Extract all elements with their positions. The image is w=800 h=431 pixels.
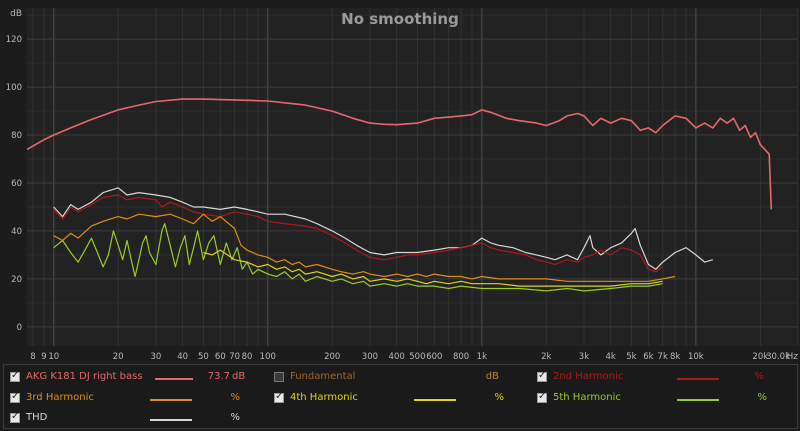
x-tick-label: 800 [453,352,469,362]
x-tick-label: 7k [658,352,668,362]
legend-checkbox-thd[interactable] [10,411,20,423]
legend-swatch-4th-harmonic [414,399,456,401]
y-tick-label: 0 [17,323,22,333]
y-tick-label: 40 [11,227,22,237]
legend-checkbox-4th-harmonic[interactable] [274,391,284,403]
series-layer [26,98,773,292]
legend-swatch-measurement [155,378,193,380]
x-tick-label: 40 [177,352,188,362]
legend-item-2nd-harmonic[interactable]: 2nd Harmonic % [537,369,772,387]
x-tick-label: 1k [477,352,487,362]
y-tick-label: 60 [11,179,22,189]
plot-background [27,8,798,346]
x-tick-label: 4k [606,352,616,362]
legend-checkbox-3rd-harmonic[interactable] [10,391,20,403]
series-line-akg-k181-dj-right-bass [26,98,773,210]
legend-item-thd[interactable]: THD % [10,410,245,428]
x-tick-label: 5k [626,352,636,362]
x-tick-label: 30 [150,352,161,362]
major-grid [27,8,798,346]
x-tick-label: 80 [242,352,253,362]
legend-label-5th-harmonic: 5th Harmonic [553,392,621,403]
y-tick-label: 80 [11,131,22,141]
x-tick-label: 600 [426,352,442,362]
legend-item-measurement[interactable]: AKG K181 DJ right bass 73.7 dB [10,369,245,387]
x-tick-label: 8 [30,352,35,362]
legend-unit-5th-harmonic: % [757,392,767,403]
x-unit-label: Hz [787,352,799,362]
legend-checkbox-5th-harmonic[interactable] [537,391,547,403]
series-line-3rd-harmonic [53,213,676,282]
minor-grid [27,8,799,346]
y-tick-label: 100 [6,83,22,93]
legend-unit-thd: % [230,412,240,423]
legend-unit-measurement: dB [232,371,246,382]
x-tick-label: 3k [579,352,589,362]
x-tick-label: 9 [41,352,46,362]
x-tick-label: 20k [752,352,768,362]
legend-label-3rd-harmonic: 3rd Harmonic [26,392,94,403]
x-tick-label: 2k [541,352,551,362]
y-tick-label: 120 [6,35,22,45]
legend-label-thd: THD [26,412,48,423]
y-tick-label: 20 [11,275,22,285]
legend-item-4th-harmonic[interactable]: 4th Harmonic % [274,390,504,408]
legend-item-5th-harmonic[interactable]: 5th Harmonic % [537,390,772,408]
legend-swatch-3rd-harmonic [150,399,192,401]
x-tick-label: 30.0k [766,352,790,362]
legend-item-fundamental[interactable]: Fundamental dB [274,369,504,387]
legend-label-4th-harmonic: 4th Harmonic [290,392,358,403]
legend-unit-2nd-harmonic: % [754,371,764,382]
x-tick-label: 10k [688,352,704,362]
legend-label-2nd-harmonic: 2nd Harmonic [553,371,624,382]
series-line-thd [53,187,713,270]
x-tick-label: 70 [229,352,240,362]
x-tick-label: 200 [324,352,340,362]
legend-checkbox-fundamental[interactable] [274,372,284,382]
y-unit-label: dB [10,9,22,19]
legend-swatch-thd [150,419,192,421]
y-tick-labels: 0 20 40 60 80 100 120 [6,35,22,333]
legend-label-fundamental: Fundamental [290,371,356,382]
x-tick-label: 60 [215,352,226,362]
legend-swatch-5th-harmonic [677,399,719,401]
x-tick-label: 300 [362,352,378,362]
x-tick-label: 20 [113,352,124,362]
x-tick-label: 10 [48,352,59,362]
legend-swatch-2nd-harmonic [677,378,719,380]
legend-unit-4th-harmonic: % [494,392,504,403]
legend-unit-3rd-harmonic: % [230,392,240,403]
series-line-4th-harmonic [203,249,663,287]
x-tick-label: 8k [670,352,680,362]
legend-item-3rd-harmonic[interactable]: 3rd Harmonic % [10,390,245,408]
x-tick-label: 500 [409,352,425,362]
series-line-5th-harmonic [53,223,663,292]
chart-title: No smoothing [341,10,459,28]
legend-checkbox-measurement[interactable] [10,370,20,382]
x-tick-label: 50 [198,352,209,362]
legend-value-measurement: 73.7 [207,371,230,382]
legend-unit-fundamental: dB [485,371,499,382]
x-tick-label: 6k [643,352,653,362]
series-line-2nd-harmonic [53,194,664,273]
x-tick-label: 100 [260,352,276,362]
x-tick-labels: 8 9 10 20 30 40 50 60 70 80 100 200 300 400 500 600 800 1… [30,352,790,362]
x-tick-label: 400 [389,352,405,362]
legend-checkbox-2nd-harmonic[interactable] [537,370,547,382]
legend-label-measurement: AKG K181 DJ right bass [26,371,143,382]
legend-panel: AKG K181 DJ right bass 73.7 dB Fundament… [3,364,798,429]
